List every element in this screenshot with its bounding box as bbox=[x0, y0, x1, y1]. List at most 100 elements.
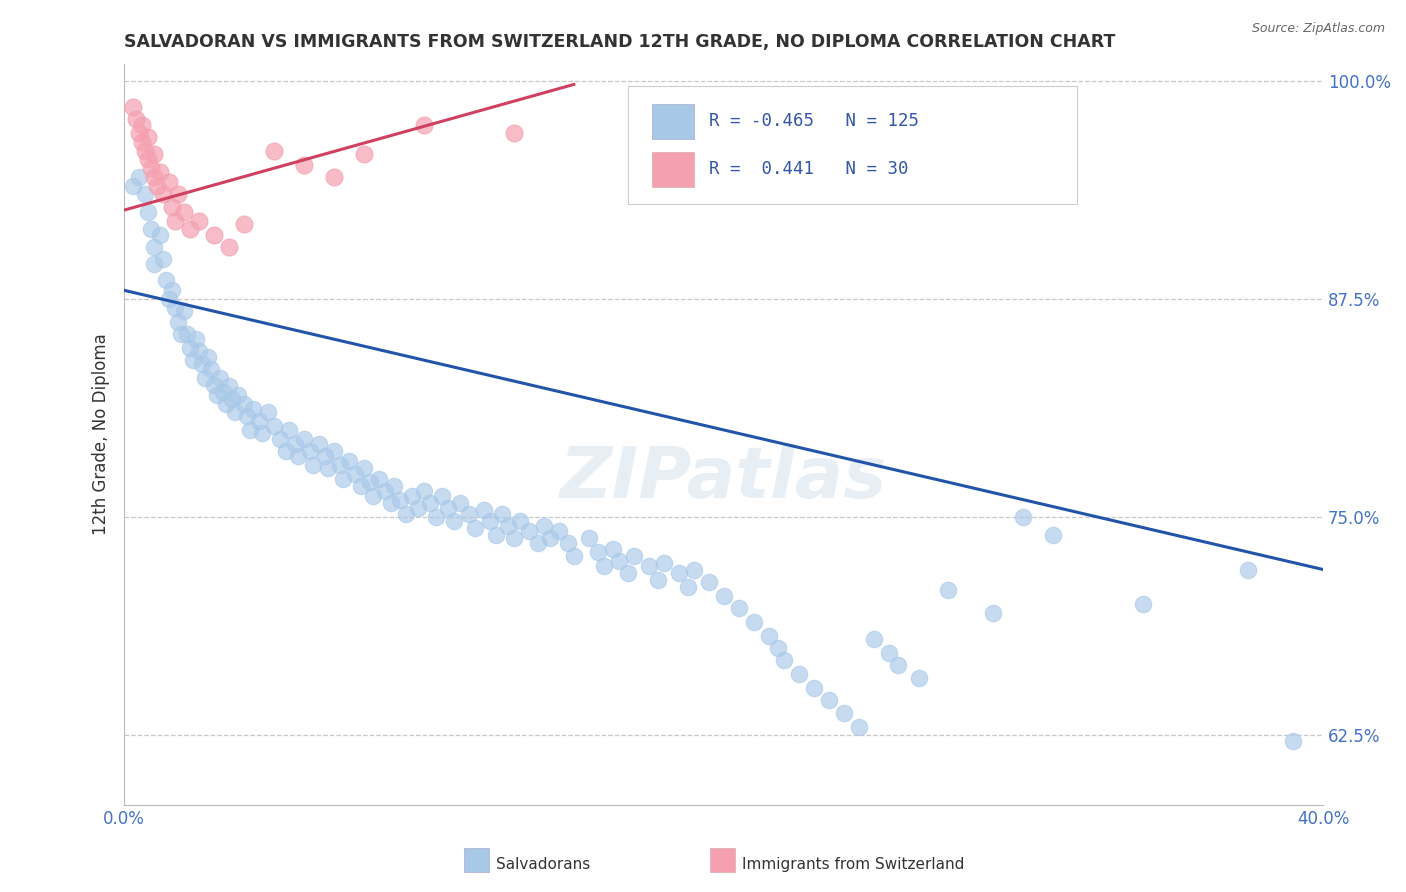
Point bbox=[202, 377, 225, 392]
Point bbox=[165, 301, 187, 315]
Point bbox=[269, 432, 291, 446]
Point bbox=[239, 423, 262, 437]
Point bbox=[647, 573, 669, 587]
Point bbox=[491, 507, 513, 521]
Point bbox=[149, 164, 172, 178]
Point bbox=[143, 240, 166, 254]
Point bbox=[803, 681, 825, 695]
Point bbox=[332, 472, 354, 486]
Point bbox=[517, 524, 540, 538]
Text: SALVADORAN VS IMMIGRANTS FROM SWITZERLAND 12TH GRADE, NO DIPLOMA CORRELATION CHA: SALVADORAN VS IMMIGRANTS FROM SWITZERLAN… bbox=[124, 33, 1115, 51]
Point bbox=[122, 100, 145, 114]
Point bbox=[292, 432, 315, 446]
Point bbox=[221, 392, 243, 406]
Point bbox=[146, 178, 169, 193]
Point bbox=[602, 541, 624, 556]
Point bbox=[170, 326, 193, 341]
Point bbox=[155, 273, 177, 287]
Point bbox=[359, 475, 381, 490]
Point bbox=[188, 213, 211, 227]
Point bbox=[226, 388, 249, 402]
Point bbox=[1042, 527, 1064, 541]
Point bbox=[547, 524, 569, 538]
Point bbox=[176, 326, 198, 341]
Point bbox=[236, 409, 259, 423]
Point bbox=[128, 126, 150, 140]
Point bbox=[212, 384, 235, 399]
Text: ZIPatlas: ZIPatlas bbox=[560, 444, 887, 513]
Point bbox=[449, 496, 471, 510]
Point bbox=[485, 527, 508, 541]
Point bbox=[1132, 598, 1154, 612]
Text: Immigrants from Switzerland: Immigrants from Switzerland bbox=[742, 857, 965, 871]
Point bbox=[832, 706, 855, 720]
Point bbox=[343, 467, 366, 481]
Point bbox=[179, 222, 201, 236]
Point bbox=[173, 204, 195, 219]
Point bbox=[173, 304, 195, 318]
Point bbox=[250, 426, 273, 441]
Point bbox=[299, 443, 322, 458]
Point bbox=[382, 479, 405, 493]
Point bbox=[247, 414, 270, 428]
Point bbox=[586, 545, 609, 559]
Point bbox=[167, 315, 190, 329]
Point bbox=[616, 566, 638, 580]
Point bbox=[353, 461, 375, 475]
Point bbox=[165, 213, 187, 227]
Point bbox=[316, 461, 339, 475]
Point bbox=[263, 419, 285, 434]
Point bbox=[713, 589, 735, 603]
Point bbox=[437, 501, 460, 516]
Point bbox=[533, 519, 555, 533]
Point bbox=[233, 217, 256, 231]
Point bbox=[302, 458, 325, 472]
Point bbox=[134, 144, 156, 158]
Point bbox=[224, 405, 246, 419]
Point bbox=[218, 240, 240, 254]
Point bbox=[772, 653, 794, 667]
Point bbox=[141, 222, 163, 236]
Point bbox=[194, 370, 217, 384]
Point bbox=[668, 566, 690, 580]
Point bbox=[464, 521, 486, 535]
Point bbox=[125, 112, 148, 127]
Point bbox=[308, 437, 330, 451]
Point bbox=[1012, 510, 1035, 524]
Point bbox=[380, 496, 402, 510]
Point bbox=[143, 147, 166, 161]
Point bbox=[143, 169, 166, 184]
Point bbox=[197, 350, 219, 364]
Point bbox=[209, 370, 232, 384]
Point bbox=[607, 554, 630, 568]
Point bbox=[374, 483, 396, 498]
Point bbox=[787, 667, 810, 681]
Point bbox=[886, 658, 908, 673]
Point bbox=[368, 472, 391, 486]
Point bbox=[637, 559, 659, 574]
Text: R =  0.441   N = 30: R = 0.441 N = 30 bbox=[709, 160, 908, 178]
Point bbox=[181, 353, 204, 368]
Point bbox=[218, 379, 240, 393]
Point bbox=[907, 671, 929, 685]
Point bbox=[143, 257, 166, 271]
Point bbox=[292, 158, 315, 172]
Point bbox=[472, 503, 495, 517]
Point bbox=[329, 458, 352, 472]
Point bbox=[502, 126, 524, 140]
Point bbox=[413, 118, 436, 132]
Bar bbox=[652, 103, 693, 139]
Point bbox=[983, 606, 1005, 620]
Point bbox=[157, 175, 180, 189]
Point bbox=[131, 118, 153, 132]
Point bbox=[134, 187, 156, 202]
Point bbox=[676, 580, 699, 594]
Point bbox=[395, 507, 418, 521]
Point bbox=[623, 549, 645, 563]
Y-axis label: 12th Grade, No Diploma: 12th Grade, No Diploma bbox=[93, 334, 110, 535]
Point bbox=[458, 507, 481, 521]
Point bbox=[562, 549, 585, 563]
Point bbox=[502, 531, 524, 545]
Point bbox=[202, 227, 225, 242]
Point bbox=[406, 501, 429, 516]
